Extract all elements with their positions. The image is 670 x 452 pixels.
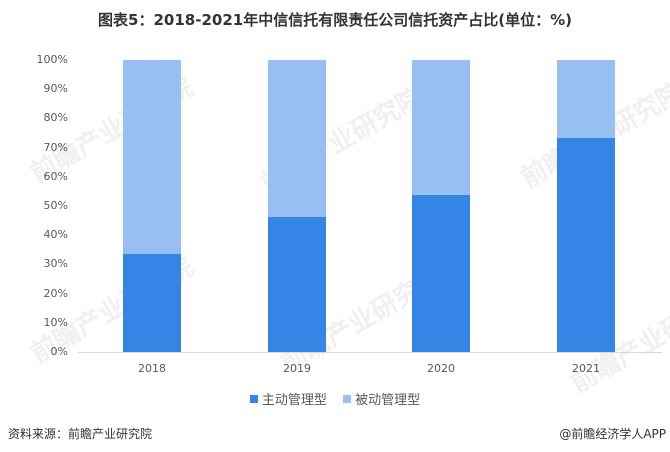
legend-label-passive: 被动管理型	[355, 393, 421, 408]
legend-swatch-passive	[343, 394, 352, 403]
bar-segment-passive	[412, 60, 470, 195]
y-tick-label: 10%	[43, 315, 68, 329]
x-tick-label: 2019	[283, 362, 311, 375]
source-note: 资料来源：前瞻产业研究院	[8, 427, 153, 441]
credit-note: @前瞻经济学人APP	[559, 427, 666, 441]
bar-2018	[123, 60, 181, 352]
y-tick-label: 70%	[43, 140, 68, 154]
legend-label-active: 主动管理型	[261, 393, 327, 408]
bar-segment-active	[557, 137, 615, 352]
y-tick-label: 0%	[50, 345, 68, 358]
x-tick-label: 2018	[138, 362, 166, 375]
x-tick-label: 2020	[427, 362, 455, 375]
bar-2020	[412, 60, 470, 352]
bar-2019	[268, 60, 326, 352]
chart-title: 图表5：2018-2021年中信信托有限责任公司信托资产占比(单位：%)	[98, 11, 572, 29]
y-tick-label: 30%	[43, 257, 68, 271]
bar-segment-passive	[557, 60, 615, 138]
bar-segment-passive	[268, 60, 326, 217]
legend-item-passive: 被动管理型	[343, 389, 420, 408]
bar-segment-active	[412, 194, 470, 352]
bar-2021	[557, 60, 615, 352]
y-tick-label: 40%	[43, 228, 68, 242]
y-tick-label: 60%	[43, 169, 68, 183]
legend-swatch-active	[249, 394, 258, 403]
bar-segment-passive	[123, 60, 181, 254]
x-axis-line	[78, 352, 662, 353]
legend-item-active: 主动管理型	[249, 389, 327, 408]
legend: 主动管理型 被动管理型	[0, 389, 670, 408]
y-tick-label: 20%	[43, 286, 68, 300]
bar-segment-active	[268, 216, 326, 352]
x-tick-label: 2021	[572, 362, 600, 375]
y-tick-label: 50%	[43, 199, 68, 212]
bar-segment-active	[123, 253, 181, 352]
y-tick-label: 100%	[36, 53, 68, 66]
y-tick-label: 90%	[43, 82, 68, 96]
y-tick-label: 80%	[43, 111, 68, 125]
